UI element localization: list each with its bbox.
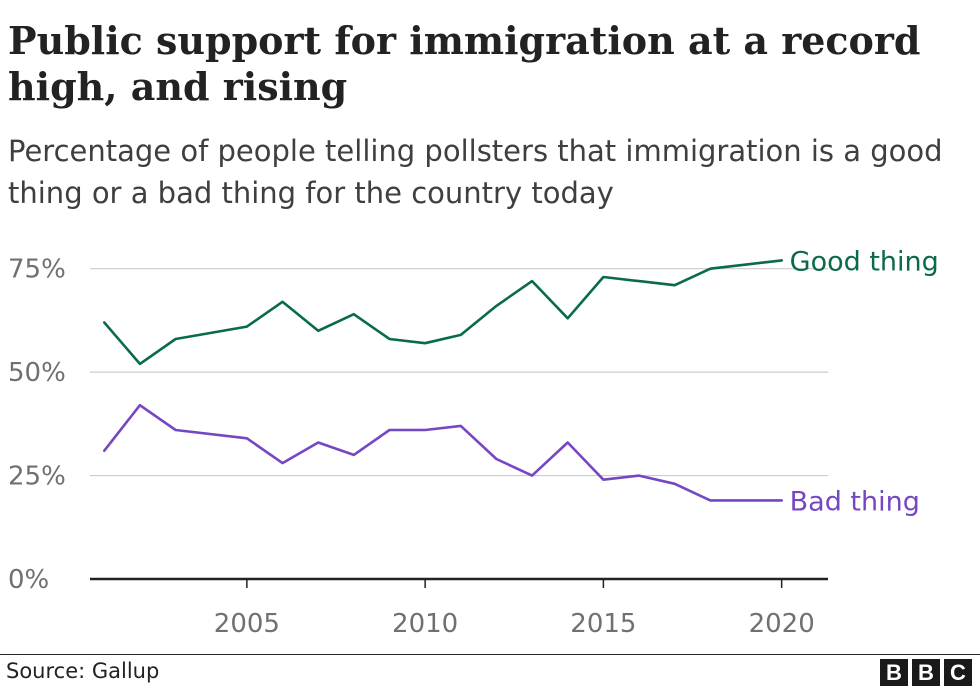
- bbc-logo: B B C: [880, 659, 972, 686]
- y-axis-ticks: 0% 25% 50% 75%: [8, 255, 66, 595]
- x-tick-label: 2010: [392, 609, 458, 639]
- gridlines: [90, 268, 828, 581]
- bbc-logo-letter: C: [944, 659, 972, 686]
- bbc-logo-letter: B: [912, 659, 940, 686]
- series-line-good-thing: [103, 259, 784, 366]
- source-note: Source: Gallup: [6, 659, 160, 683]
- y-tick-label: 75%: [8, 255, 66, 285]
- series-line-bad-thing: [103, 403, 784, 502]
- series-label-good-thing: Good thing: [790, 246, 939, 277]
- footer-divider: [0, 654, 980, 655]
- x-tick-label: 2015: [570, 609, 636, 639]
- y-tick-label: 25%: [8, 462, 66, 492]
- x-tick-label: 2020: [749, 609, 815, 639]
- series-lines: [103, 259, 784, 502]
- y-tick-label: 0%: [8, 565, 49, 595]
- series-labels: Good thing Bad thing: [790, 246, 939, 517]
- x-tick-label: 2005: [214, 609, 280, 639]
- series-label-bad-thing: Bad thing: [790, 486, 920, 517]
- chart-subtitle: Percentage of people telling pollsters t…: [8, 134, 943, 210]
- bbc-logo-letter: B: [880, 659, 908, 686]
- x-axis-ticks: 2005 2010 2015 2020: [214, 579, 815, 639]
- y-tick-label: 50%: [8, 358, 66, 388]
- chart-title: Public support for immigration at a reco…: [8, 18, 921, 109]
